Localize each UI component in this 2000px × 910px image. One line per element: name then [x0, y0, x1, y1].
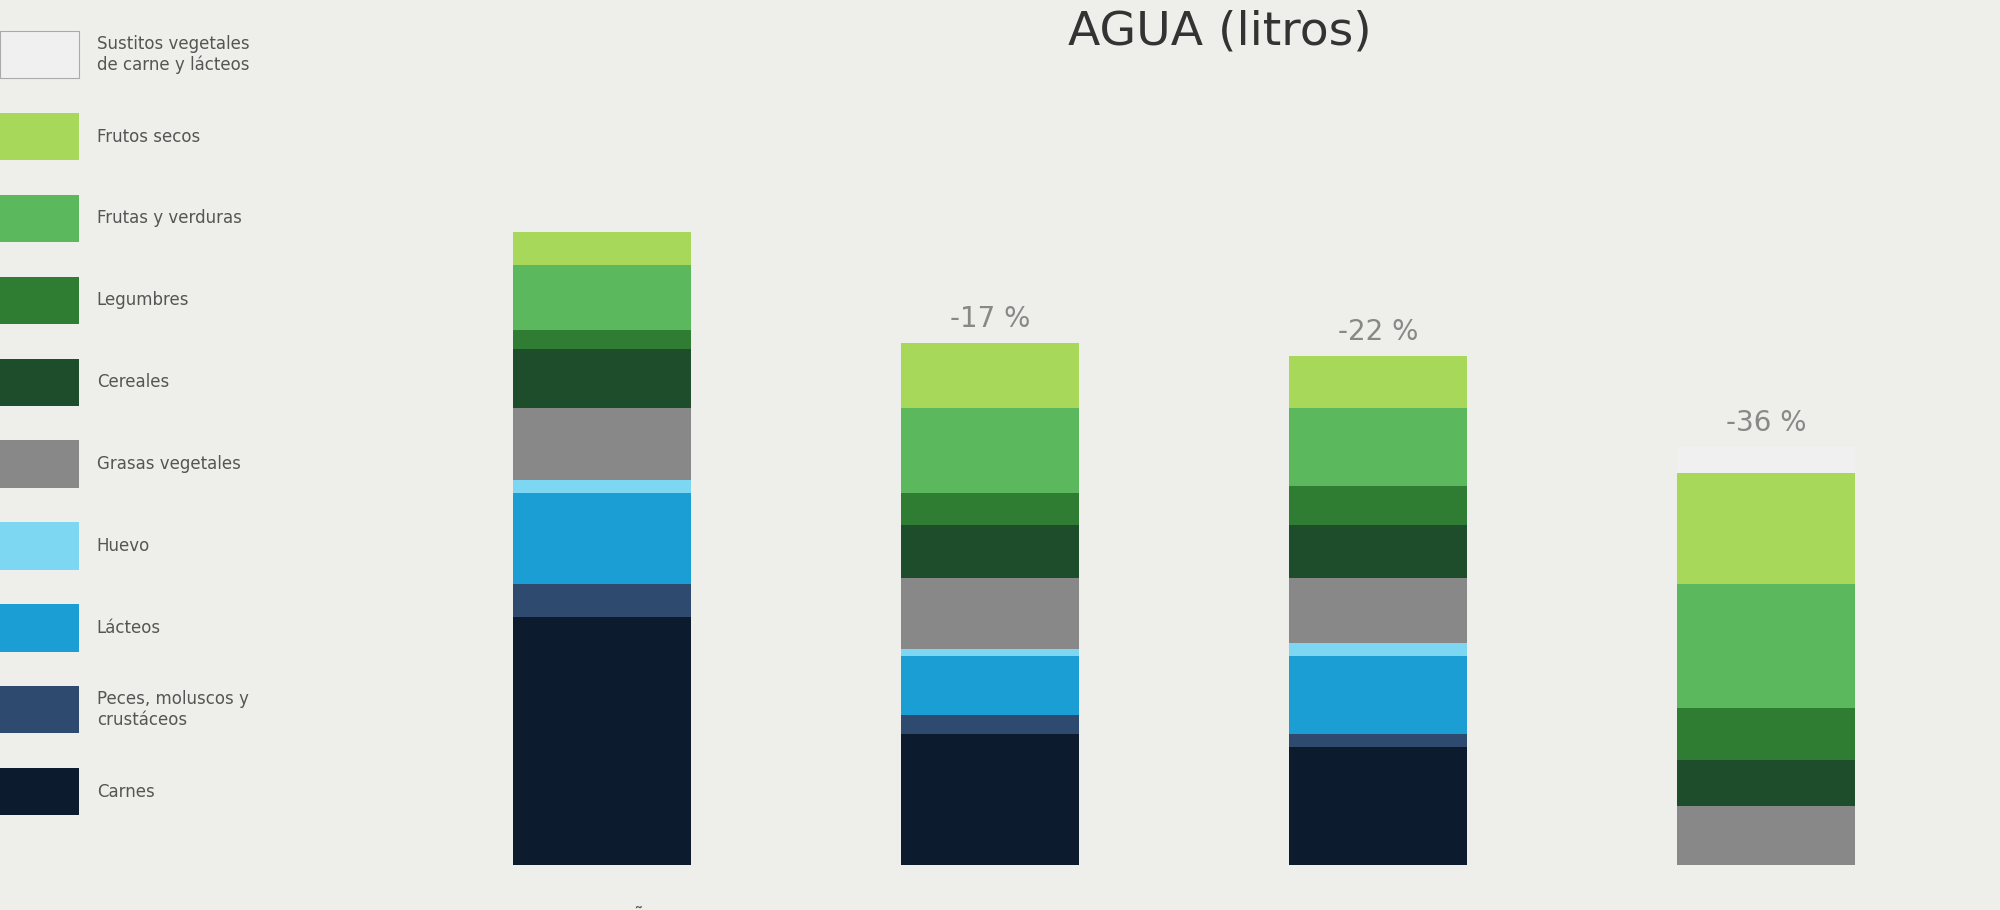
Text: DIETA REDUCETARIANA: DIETA REDUCETARIANA [872, 909, 1106, 910]
Text: Cereales: Cereales [96, 373, 170, 391]
Text: Huevo: Huevo [96, 537, 150, 555]
Bar [512, 493, 690, 584]
Bar [1288, 486, 1466, 525]
Bar [1288, 356, 1466, 409]
Text: Frutos secos: Frutos secos [96, 127, 200, 146]
Text: -22 %: -22 % [1338, 318, 1418, 346]
FancyBboxPatch shape [0, 604, 80, 652]
Text: Grasas vegetales: Grasas vegetales [96, 455, 240, 473]
Bar [512, 232, 690, 265]
FancyBboxPatch shape [0, 277, 80, 324]
Bar [1288, 409, 1466, 486]
Bar [1288, 656, 1466, 734]
FancyBboxPatch shape [0, 113, 80, 160]
Bar [1288, 747, 1466, 864]
Bar [900, 734, 1078, 864]
Bar [512, 330, 690, 349]
Text: AGUA (litros): AGUA (litros) [1068, 10, 1372, 55]
Text: Peces, moluscos y
crustáceos: Peces, moluscos y crustáceos [96, 691, 248, 729]
Bar [1678, 584, 1854, 708]
Text: -36 %: -36 % [1726, 410, 1806, 438]
FancyBboxPatch shape [0, 195, 80, 242]
Bar [512, 409, 690, 480]
Bar [1678, 708, 1854, 760]
Bar [1288, 525, 1466, 578]
Text: DIETA ESPAÑOLA: DIETA ESPAÑOLA [516, 909, 688, 910]
Bar [900, 409, 1078, 493]
Bar [900, 650, 1078, 656]
Bar [512, 349, 690, 409]
Bar [1288, 642, 1466, 656]
FancyBboxPatch shape [0, 768, 80, 815]
Text: Frutas y verduras: Frutas y verduras [96, 209, 242, 228]
Text: Lácteos: Lácteos [96, 619, 160, 637]
Text: Carnes: Carnes [96, 783, 154, 801]
Bar [512, 265, 690, 330]
Bar [900, 714, 1078, 734]
Bar [900, 656, 1078, 714]
FancyBboxPatch shape [0, 31, 80, 78]
Bar [1288, 578, 1466, 642]
Bar [900, 525, 1078, 578]
Text: -17 %: -17 % [950, 305, 1030, 333]
Bar [1678, 473, 1854, 584]
Text: DIETA VEGETARIANA: DIETA VEGETARIANA [1274, 909, 1480, 910]
Bar [900, 578, 1078, 650]
Bar [512, 584, 690, 617]
Text: Sustitos vegetales
de carne y lácteos: Sustitos vegetales de carne y lácteos [96, 35, 250, 75]
FancyBboxPatch shape [0, 359, 80, 406]
Bar [1678, 447, 1854, 473]
Text: Legumbres: Legumbres [96, 291, 190, 309]
Bar [512, 480, 690, 493]
Text: DIETA VEGANA: DIETA VEGANA [1692, 909, 1840, 910]
Bar [1288, 734, 1466, 747]
Bar [1678, 760, 1854, 806]
Bar [900, 493, 1078, 525]
FancyBboxPatch shape [0, 686, 80, 733]
FancyBboxPatch shape [0, 522, 80, 570]
Bar [900, 343, 1078, 409]
Bar [512, 617, 690, 864]
Bar [1678, 806, 1854, 864]
FancyBboxPatch shape [0, 440, 80, 488]
